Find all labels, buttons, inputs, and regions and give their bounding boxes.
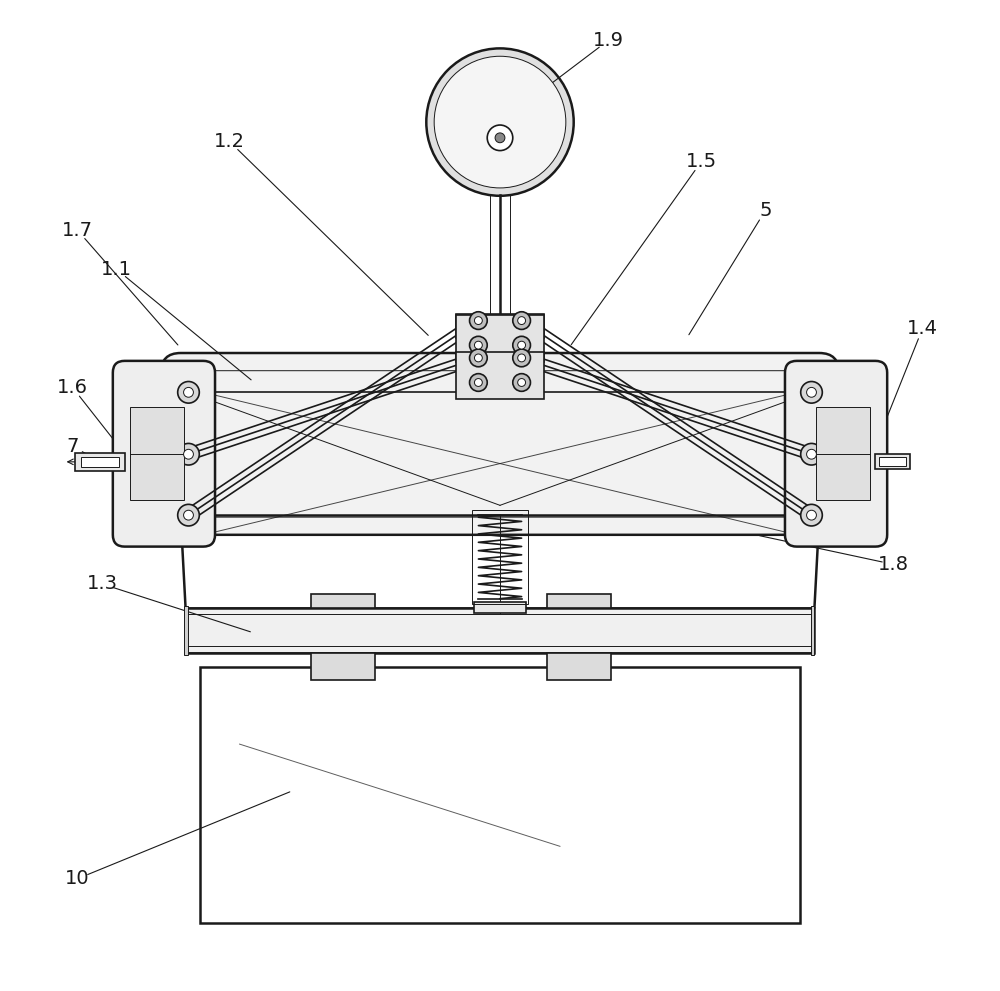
Text: 7: 7 <box>66 437 79 456</box>
Circle shape <box>513 374 530 391</box>
Circle shape <box>426 49 574 196</box>
Circle shape <box>495 133 505 143</box>
Circle shape <box>178 443 199 465</box>
Text: 10: 10 <box>65 869 90 888</box>
Circle shape <box>518 341 526 349</box>
FancyBboxPatch shape <box>161 353 839 535</box>
Text: 1.4: 1.4 <box>907 319 938 338</box>
Circle shape <box>518 379 526 386</box>
Circle shape <box>513 336 530 354</box>
Circle shape <box>487 125 513 151</box>
Circle shape <box>513 312 530 329</box>
Circle shape <box>807 387 816 397</box>
Text: 1.8: 1.8 <box>878 555 909 574</box>
Bar <box>474 602 526 613</box>
Circle shape <box>470 336 487 354</box>
Circle shape <box>518 317 526 324</box>
Bar <box>130 407 184 500</box>
Circle shape <box>184 387 193 397</box>
Text: 5: 5 <box>759 201 772 220</box>
Circle shape <box>807 510 816 520</box>
Text: 1.5: 1.5 <box>686 152 717 170</box>
Circle shape <box>474 379 482 386</box>
Bar <box>547 653 611 680</box>
Circle shape <box>470 374 487 391</box>
Bar <box>311 594 375 607</box>
Bar <box>75 453 125 471</box>
Bar <box>879 458 906 467</box>
Bar <box>875 455 910 469</box>
Bar <box>456 314 544 338</box>
Circle shape <box>178 382 199 403</box>
Bar <box>184 606 188 655</box>
Bar <box>811 606 814 655</box>
Bar <box>816 407 870 500</box>
Circle shape <box>801 504 822 526</box>
Text: 1.3: 1.3 <box>87 575 118 594</box>
Circle shape <box>807 449 816 459</box>
Circle shape <box>178 504 199 526</box>
Text: 1.7: 1.7 <box>62 221 93 240</box>
Bar <box>186 607 814 653</box>
Bar <box>81 457 119 467</box>
Bar <box>547 594 611 607</box>
Circle shape <box>470 312 487 329</box>
Text: 1.6: 1.6 <box>57 378 88 397</box>
Bar <box>200 668 800 923</box>
Circle shape <box>518 354 526 362</box>
Bar <box>472 510 528 604</box>
Bar <box>456 315 544 362</box>
Text: 1.1: 1.1 <box>101 260 132 279</box>
Circle shape <box>470 349 487 367</box>
Circle shape <box>513 349 530 367</box>
Circle shape <box>474 317 482 324</box>
Circle shape <box>801 382 822 403</box>
Circle shape <box>184 449 193 459</box>
Circle shape <box>801 443 822 465</box>
Circle shape <box>474 341 482 349</box>
FancyBboxPatch shape <box>113 361 215 547</box>
Circle shape <box>184 510 193 520</box>
Circle shape <box>474 354 482 362</box>
Bar <box>311 653 375 680</box>
Circle shape <box>434 56 566 188</box>
Bar <box>456 352 544 399</box>
FancyBboxPatch shape <box>785 361 887 547</box>
Text: 1.9: 1.9 <box>593 31 624 50</box>
Text: 1.2: 1.2 <box>214 132 245 152</box>
